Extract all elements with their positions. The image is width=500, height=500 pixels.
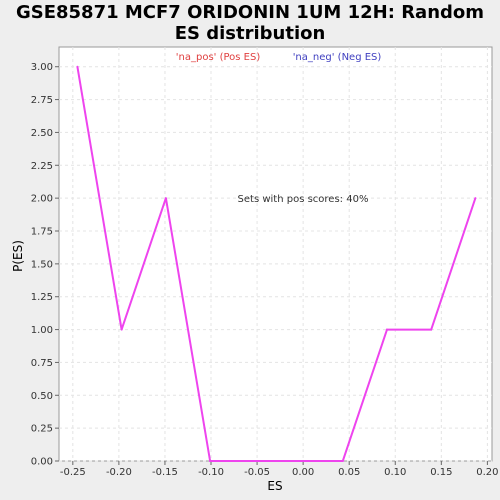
legend-pos-label: 'na_pos' (Pos ES)	[176, 52, 261, 63]
y-tick-label: 0.75	[31, 358, 53, 369]
y-axis-label: P(ES)	[11, 240, 25, 272]
y-tick-label: 0.50	[31, 391, 53, 402]
x-tick-label: 0.15	[430, 467, 452, 478]
x-axis-label: ES	[267, 479, 282, 493]
series-point	[253, 460, 256, 462]
x-tick-label: 0.10	[384, 467, 406, 478]
y-tick-label: 2.25	[31, 161, 53, 172]
y-tick-label: 1.25	[31, 292, 53, 303]
series-point	[164, 197, 167, 200]
x-tick-label: -0.05	[244, 467, 270, 478]
x-tick-label: -0.15	[152, 467, 178, 478]
y-tick-label: 1.75	[31, 227, 53, 238]
y-tick-label: 0.00	[31, 457, 53, 468]
series-point	[385, 328, 388, 331]
y-tick-label: 2.50	[31, 128, 53, 139]
y-axis-ticks: 0.00 0.25 0.50 0.75 1.00 1.25 1.50 1.75 2.00 2.25…	[31, 62, 59, 468]
y-tick-label: 1.00	[31, 325, 53, 336]
y-tick-label: 3.00	[31, 62, 53, 73]
y-tick-label: 2.75	[31, 95, 53, 106]
series-point	[120, 328, 123, 331]
x-tick-label: -0.10	[198, 467, 224, 478]
legend-neg-label: 'na_neg' (Neg ES)	[293, 52, 382, 63]
y-tick-label: 0.25	[31, 424, 53, 435]
chart-title: GSE85871 MCF7 ORIDONIN 1UM 12H: Random E…	[0, 2, 500, 44]
series-point	[474, 197, 477, 200]
series-point	[430, 328, 433, 331]
y-tick-label: 1.50	[31, 259, 53, 270]
series-point	[341, 460, 344, 462]
series-line	[76, 66, 477, 462]
x-axis-ticks: -0.25 -0.20 -0.15 -0.10 -0.05 0.00 0.05 0.10 0.1…	[60, 461, 499, 478]
annotation-text: Sets with pos scores: 40%	[238, 194, 369, 205]
x-tick-label: 0.20	[476, 467, 498, 478]
series-point	[297, 460, 300, 462]
chart-title-line2: ES distribution	[174, 23, 326, 44]
chart-title-line1: GSE85871 MCF7 ORIDONIN 1UM 12H: Random	[15, 2, 485, 23]
x-tick-label: -0.20	[106, 467, 132, 478]
x-tick-label: -0.25	[60, 467, 86, 478]
plot-area	[58, 46, 493, 462]
x-tick-label: 0.00	[292, 467, 314, 478]
series-point	[76, 65, 79, 68]
series-point	[209, 460, 212, 462]
y-tick-label: 2.00	[31, 194, 53, 205]
series-group	[76, 65, 477, 462]
x-tick-label: 0.05	[338, 467, 360, 478]
